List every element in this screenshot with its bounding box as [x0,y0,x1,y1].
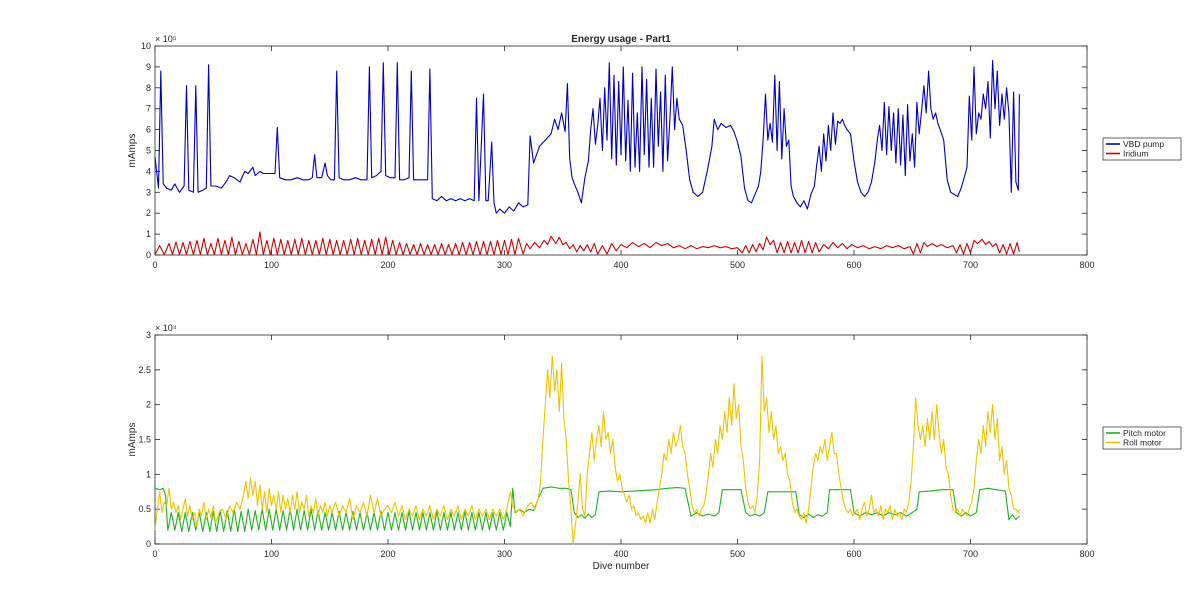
legend-box [1102,426,1182,450]
y-tick-label: 2 [146,400,151,410]
y-tick-label: 0 [146,250,151,260]
x-tick-label: 400 [613,549,628,559]
x-tick-label: 700 [963,549,978,559]
series-line-pitch-motor [154,486,1020,533]
x-tick-label: 100 [264,260,279,270]
y-tick-label: 0.5 [138,504,151,514]
x-tick-label: 500 [730,549,745,559]
y-exponent-label: × 10⁴ [155,323,177,333]
x-tick-label: 500 [730,260,745,270]
x-tick-label: 300 [497,260,512,270]
series-line-roll-motor [154,355,1020,545]
y-tick-label: 1 [146,229,151,239]
y-tick-label: 10 [141,41,151,51]
legend-box [1102,137,1182,161]
series-line-iridium [154,231,1020,256]
y-tick-label: 8 [146,83,151,93]
y-tick-label: 3 [146,330,151,340]
y-tick-label: 1.5 [138,435,151,445]
y-tick-label: 2 [146,208,151,218]
x-tick-label: 400 [613,260,628,270]
x-axis-label: Dive number [593,561,650,572]
legend-entry: VBD pump [1123,139,1164,149]
x-tick-label: 100 [264,549,279,559]
plot-area-1 [154,334,1088,545]
x-tick-label: 0 [152,549,157,559]
legend-entry: Pitch motor [1123,428,1166,438]
y-tick-label: 4 [146,166,151,176]
legend-entry: Iridium [1123,149,1149,159]
y-axis-label: mAmps [127,134,138,168]
y-tick-label: 0 [146,539,151,549]
x-tick-label: 200 [380,260,395,270]
top-subplot: 0 100 200 300 400 500 600 700 800 0 1 2 3 4 5 6 7 8 9 10 × 1… [127,34,1182,270]
y-tick-label: 7 [146,104,151,114]
y-tick-label: 1 [146,469,151,479]
x-tick-label: 600 [846,549,861,559]
chart-title: Energy usage - Part1 [571,34,671,45]
y-exponent-label: × 10⁵ [155,34,177,44]
x-tick-label: 300 [497,549,512,559]
y-tick-label: 9 [146,62,151,72]
y-tick-label: 5 [146,146,151,156]
x-tick-label: 800 [1079,549,1094,559]
x-tick-label: 700 [963,260,978,270]
y-tick-label: 2.5 [138,365,151,375]
bottom-subplot: 0 100 200 300 400 500 600 700 800 0 0.5 1 1.5 2 2.5 3 × … [127,323,1182,572]
y-tick-label: 6 [146,125,151,135]
legend-entry: Roll motor [1123,438,1162,448]
series-line-vbd-pump [154,60,1020,214]
x-tick-label: 200 [380,549,395,559]
y-tick-label: 3 [146,187,151,197]
x-tick-label: 800 [1079,260,1094,270]
y-axis-label: mAmps [127,423,138,457]
x-tick-label: 600 [846,260,861,270]
x-tick-label: 0 [152,260,157,270]
